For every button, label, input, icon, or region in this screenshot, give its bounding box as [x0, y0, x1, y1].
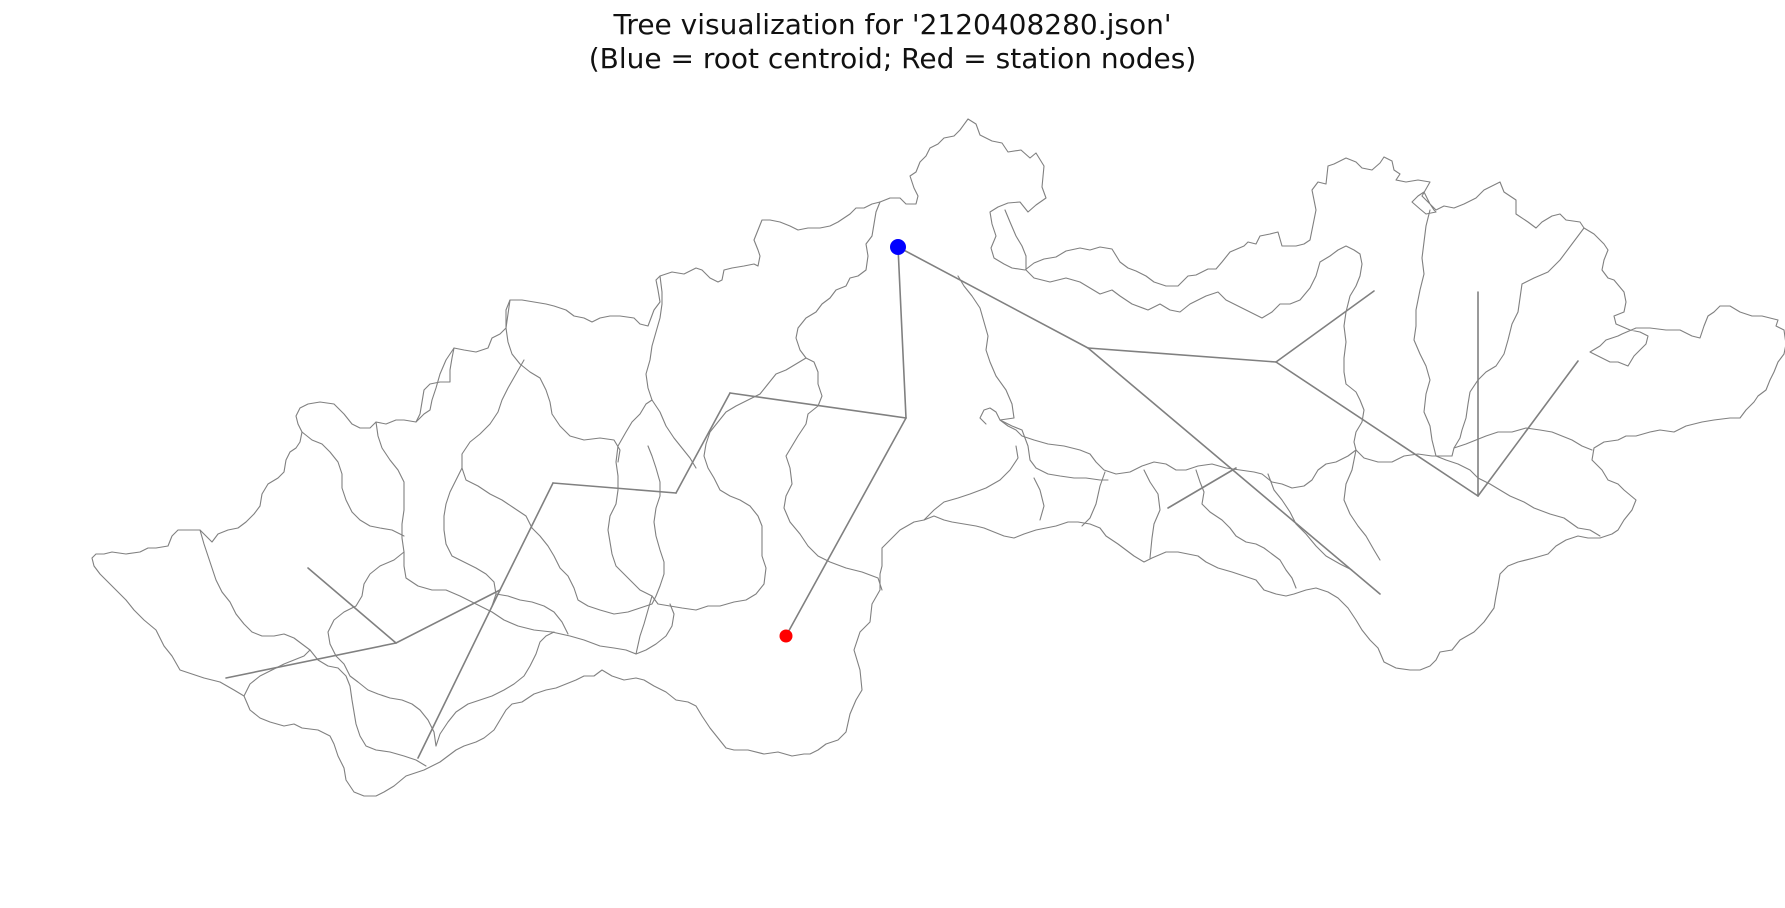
title-line-1: Tree visualization for '2120408280.json': [613, 8, 1172, 41]
inner-boundary-5: [1343, 449, 1381, 561]
inner-boundary-6: [1355, 449, 1453, 463]
inner-boundary-13: [1267, 473, 1353, 571]
inner-boundary-18: [651, 357, 807, 611]
tree-edge: [225, 642, 397, 679]
station-node-marker: [779, 629, 793, 643]
tree-edge: [675, 392, 731, 494]
inner-boundary-33: [635, 595, 653, 655]
inner-boundary-11: [1081, 471, 1106, 527]
tree-edge: [1167, 467, 1237, 509]
tree-edge: [1477, 360, 1579, 497]
inner-boundary-24: [461, 359, 665, 615]
inner-boundary-23: [375, 421, 675, 655]
inner-boundary-21: [505, 299, 621, 463]
outer-boundary: [91, 118, 1785, 797]
inner-boundary-4: [979, 407, 1357, 489]
inner-boundary-25: [443, 467, 497, 607]
inner-boundary-22: [415, 347, 455, 423]
tree-edge: [729, 392, 907, 419]
inner-boundary-10: [1143, 469, 1161, 559]
tree-edge: [417, 589, 501, 759]
tree-edge: [1275, 361, 1479, 497]
tree-edge: [499, 482, 554, 591]
inner-boundary-17: [957, 275, 1015, 421]
title-line-2: (Blue = root centroid; Red = station nod…: [588, 42, 1197, 75]
tree-edge: [897, 246, 907, 419]
tree-edge: [897, 246, 1089, 349]
inner-boundary-27: [301, 431, 405, 537]
root-centroid-marker: [890, 239, 906, 255]
tree-edge: [552, 482, 677, 494]
inner-boundary-31: [435, 631, 555, 747]
inner-boundary-14: [1033, 477, 1045, 521]
inner-boundary-1: [1004, 209, 1365, 451]
inner-boundary-8: [1453, 427, 1593, 451]
tree-nodes: [779, 239, 906, 643]
inner-boundary-12: [999, 419, 1109, 481]
tree-edges: [225, 246, 1579, 759]
inner-boundary-29: [309, 649, 427, 767]
inner-boundary-2: [1413, 209, 1437, 457]
inner-boundary-15: [923, 445, 1019, 521]
inner-boundary-9: [1195, 469, 1297, 589]
tree-edge: [785, 417, 907, 637]
tree-edge: [1275, 290, 1375, 363]
tree-edge: [307, 567, 397, 644]
inner-boundary-32: [495, 593, 569, 635]
inner-boundary-16: [783, 201, 883, 591]
inner-boundary-3: [1451, 227, 1585, 457]
inner-boundary-19: [645, 275, 697, 469]
catchment-boundaries: [91, 118, 1785, 797]
tree-edge: [395, 589, 501, 644]
inner-boundary-20: [607, 399, 653, 597]
inner-boundary-26: [327, 551, 437, 747]
inner-boundary-28: [199, 529, 311, 651]
tree-edge: [1087, 347, 1277, 363]
tree-edge: [1087, 347, 1381, 595]
inner-boundary-7: [1435, 455, 1601, 537]
figure-title: Tree visualization for '2120408280.json'…: [0, 8, 1785, 76]
